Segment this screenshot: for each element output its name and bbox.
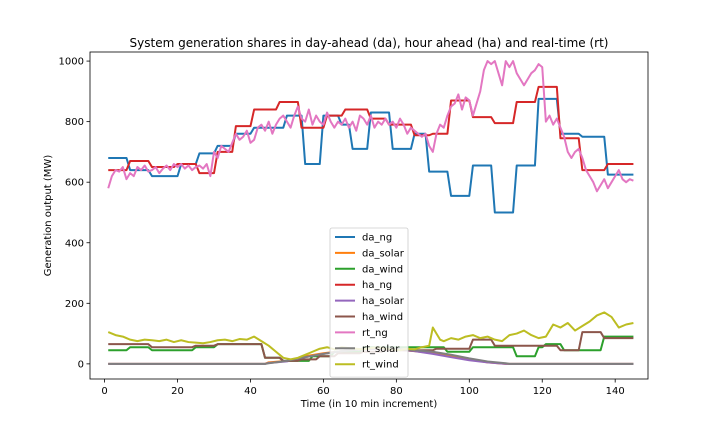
y-tick-label: 800 — [65, 117, 84, 128]
legend-label: rt_ng — [362, 328, 388, 339]
x-tick-label: 80 — [390, 386, 403, 397]
y-tick-label: 200 — [65, 299, 84, 310]
y-axis: 0 200 400 600 800 1000 — [59, 57, 90, 370]
y-tick-label: 1000 — [59, 57, 84, 68]
chart-title: System generation shares in day-ahead (d… — [130, 36, 609, 50]
x-tick-label: 120 — [533, 386, 552, 397]
legend-label: da_wind — [362, 264, 403, 275]
legend-label: da_ng — [362, 233, 392, 244]
legend: da_ng da_solar da_wind ha_ng ha_solar ha_wind… — [329, 227, 409, 378]
x-tick-label: 100 — [460, 386, 479, 397]
x-tick-label: 0 — [101, 386, 107, 397]
legend-label: ha_wind — [362, 312, 403, 323]
series-line-ha-ng — [108, 85, 634, 175]
x-tick-label: 60 — [317, 386, 330, 397]
legend-label: rt_wind — [362, 360, 399, 371]
y-tick-label: 600 — [65, 178, 84, 189]
legend-label: ha_ng — [362, 280, 392, 291]
y-axis-label: Generation output (MW) — [43, 155, 54, 277]
x-axis-label: Time (in 10 min increment) — [300, 399, 438, 410]
x-tick-label: 20 — [171, 386, 184, 397]
y-tick-label: 400 — [65, 238, 84, 249]
legend-label: ha_solar — [362, 296, 405, 307]
legend-box — [329, 227, 409, 378]
series-line-rt-ng — [107, 60, 634, 193]
x-tick-label: 40 — [244, 386, 257, 397]
plot-frame — [89, 51, 649, 380]
y-tick-label: 0 — [78, 359, 84, 370]
x-axis: 0 20 40 60 80 100 120 140 — [101, 379, 625, 397]
legend-label: rt_solar — [362, 344, 400, 355]
series-line-da-ng — [108, 97, 634, 214]
x-tick-label: 140 — [606, 386, 625, 397]
legend-label: da_solar — [362, 248, 405, 259]
